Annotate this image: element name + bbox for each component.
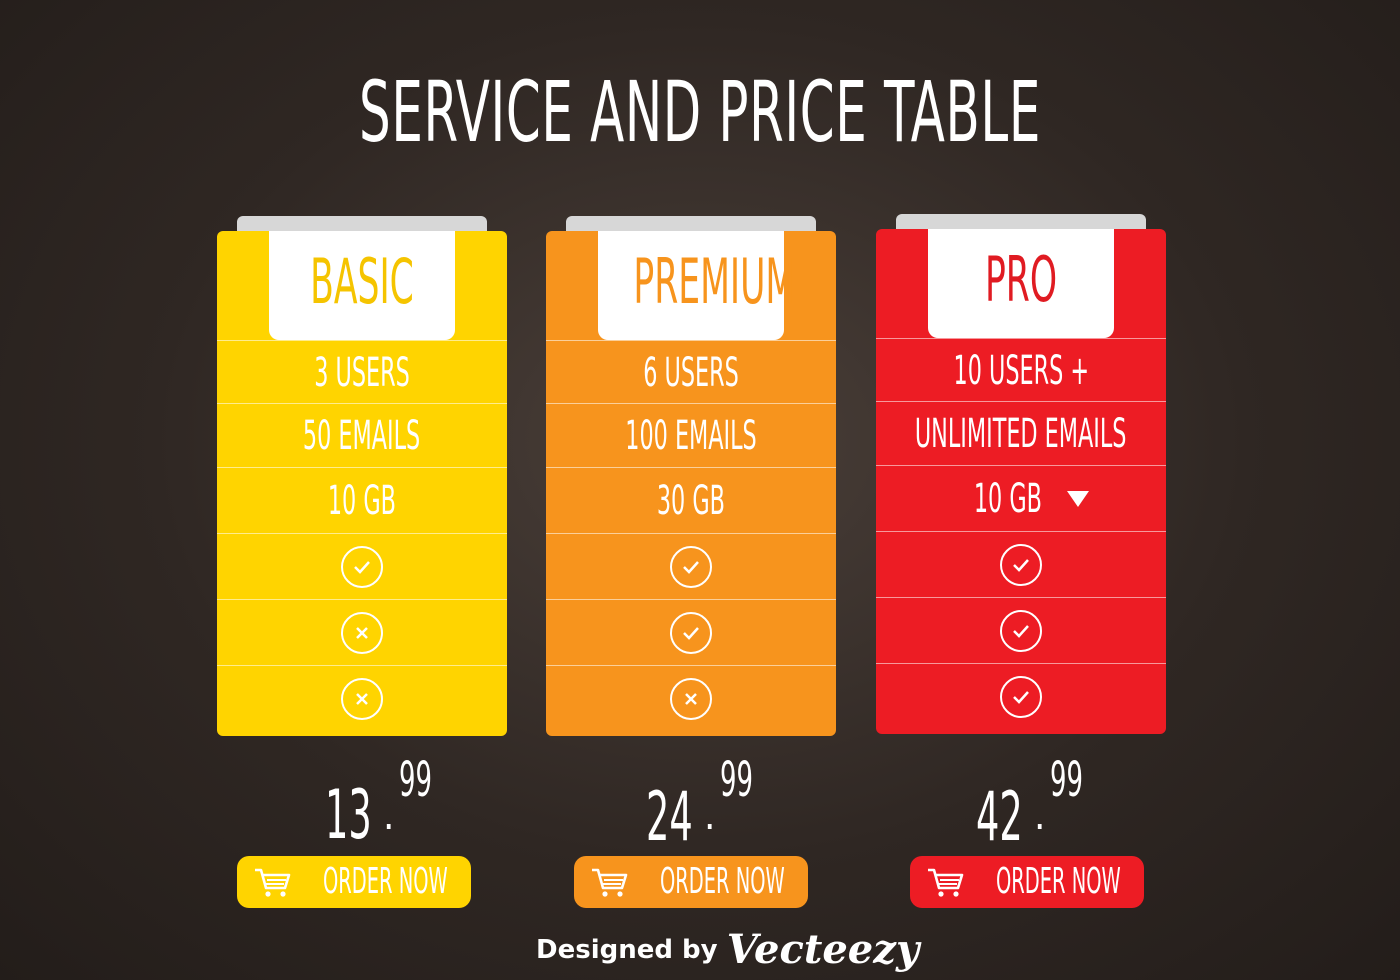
feature-row: 100 EMAILS [546,403,836,468]
price-integer: 42 [976,778,1023,857]
page-title: SERVICE AND PRICE TABLE [358,63,1042,161]
feature-row [546,665,836,732]
feature-users: 10 USERS + [953,347,1089,394]
price-dot: . [1034,793,1046,839]
feature-row [876,597,1166,664]
feature-row: 50 EMAILS [217,403,507,468]
feature-row [876,531,1166,598]
plan-card: PRO 10 USERS + UNLIMITED EMAILS 10 GB [876,229,1166,734]
order-now-button[interactable]: ORDER NOW [237,856,471,908]
feature-row [546,533,836,600]
plan-name: PREMIUM [633,245,796,318]
order-now-button[interactable]: ORDER NOW [574,856,808,908]
feature-storage: 10 GB [973,476,1043,522]
feature-row [217,599,507,666]
plan-name: PRO [984,243,1058,316]
feature-row [217,533,507,600]
check-icon [1000,544,1042,586]
plan-tab: BASIC [269,231,455,340]
feature-row [876,663,1166,730]
plan-tab: PRO [928,229,1114,338]
feature-row: 10 USERS + [876,338,1166,402]
price-cents: 99 [399,752,432,808]
cart-icon [928,868,964,897]
order-now-button[interactable]: ORDER NOW [910,856,1144,908]
feature-row: 10 GB [876,465,1166,532]
feature-emails: 50 EMAILS [303,413,421,459]
feature-row: 10 GB [217,467,507,534]
credit-line: Designed by Vecteezy [536,930,919,970]
brand-logo: Vecteezy [726,926,920,973]
feature-row: 3 USERS [217,340,507,404]
check-icon [1000,610,1042,652]
feature-row [546,599,836,666]
cross-icon [670,678,712,720]
cross-icon [341,678,383,720]
order-now-label: ORDER NOW [660,861,785,902]
cart-icon [592,868,628,897]
price-dot: . [383,793,395,839]
feature-storage: 10 GB [327,478,397,524]
feature-users: 6 USERS [643,349,739,396]
check-icon [1000,676,1042,718]
cart-icon [255,868,291,897]
price-integer: 13 [325,776,372,855]
feature-emails: 100 EMAILS [625,413,757,459]
plan-name: BASIC [310,245,414,318]
check-icon [670,612,712,654]
feature-storage: 30 GB [656,478,726,524]
price-cents: 99 [720,752,753,808]
feature-users: 3 USERS [314,349,410,396]
caret-down-icon[interactable] [1066,491,1089,507]
price-dot: . [704,793,716,839]
plan-tab: PREMIUM [598,231,796,340]
feature-row [217,665,507,732]
feature-row: UNLIMITED EMAILS [876,401,1166,466]
check-icon [670,546,712,588]
cross-icon [341,612,383,654]
check-icon [341,546,383,588]
order-now-label: ORDER NOW [323,861,448,902]
feature-emails: UNLIMITED EMAILS [915,411,1127,457]
price-cents: 99 [1050,752,1083,808]
plan-card: BASIC 3 USERS 50 EMAILS 10 GB [217,231,507,736]
feature-row: 30 GB [546,467,836,534]
designed-by-text: Designed by [536,935,718,965]
price-integer: 24 [646,778,693,857]
order-now-label: ORDER NOW [996,861,1121,902]
plan-card: PREMIUM 6 USERS 100 EMAILS 30 GB [546,231,836,736]
feature-row: 6 USERS [546,340,836,404]
